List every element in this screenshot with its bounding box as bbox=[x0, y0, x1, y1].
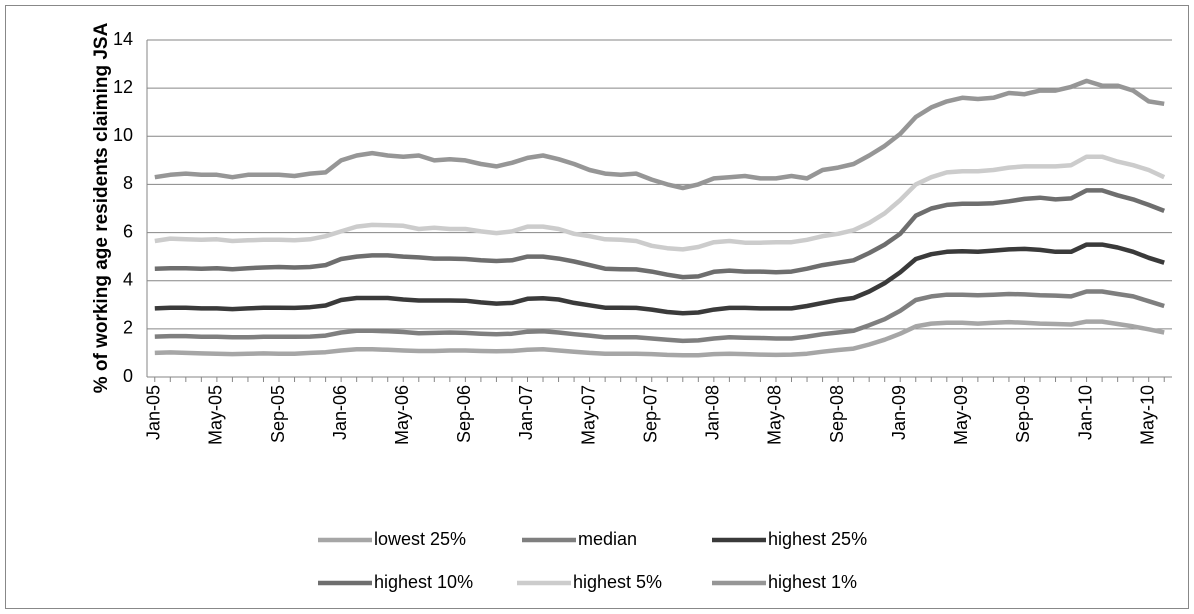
y-tick-label: 8 bbox=[123, 173, 133, 193]
x-tick-label: Sep-06 bbox=[454, 385, 474, 443]
legend-label: highest 1% bbox=[768, 572, 857, 592]
y-tick-label: 4 bbox=[123, 269, 133, 289]
x-tick-label: Sep-08 bbox=[827, 385, 847, 443]
series-line bbox=[154, 78, 1165, 191]
x-tick-label: May-07 bbox=[578, 385, 598, 445]
y-tick-label: 12 bbox=[113, 77, 133, 97]
x-tick-label: May-06 bbox=[392, 385, 412, 445]
x-tick-label: May-05 bbox=[206, 385, 226, 445]
y-tick-label: 10 bbox=[113, 125, 133, 145]
legend-label: highest 5% bbox=[573, 572, 662, 592]
x-tick-label: Jan-06 bbox=[330, 385, 350, 440]
legend-label: highest 25% bbox=[768, 529, 867, 549]
x-tick-label: Sep-07 bbox=[640, 385, 660, 443]
y-tick-label: 6 bbox=[123, 221, 133, 241]
x-tick-label: Jan-10 bbox=[1075, 385, 1095, 440]
y-tick-label: 0 bbox=[123, 366, 133, 386]
series-line bbox=[154, 289, 1165, 344]
x-tick-label: May-09 bbox=[951, 385, 971, 445]
x-tick-label: Sep-09 bbox=[1013, 385, 1033, 443]
series-line bbox=[154, 242, 1165, 316]
series-line bbox=[154, 154, 1166, 252]
x-tick-label: Sep-05 bbox=[268, 385, 288, 443]
series-line bbox=[154, 319, 1165, 358]
y-tick-label: 14 bbox=[113, 29, 133, 49]
x-tick-label: Jan-09 bbox=[889, 385, 909, 440]
x-tick-label: Jan-05 bbox=[144, 385, 164, 440]
x-tick-label: Jan-07 bbox=[516, 385, 536, 440]
legend-label: median bbox=[578, 529, 637, 549]
legend-label: lowest 25% bbox=[374, 529, 466, 549]
y-tick-label: 2 bbox=[123, 318, 133, 338]
series-line bbox=[154, 188, 1166, 280]
legend-label: highest 10% bbox=[374, 572, 473, 592]
x-tick-label: May-08 bbox=[765, 385, 785, 445]
y-axis-label: % of working age residents claiming JSA bbox=[91, 22, 112, 393]
x-tick-label: May-10 bbox=[1137, 385, 1157, 445]
x-tick-label: Jan-08 bbox=[703, 385, 723, 440]
